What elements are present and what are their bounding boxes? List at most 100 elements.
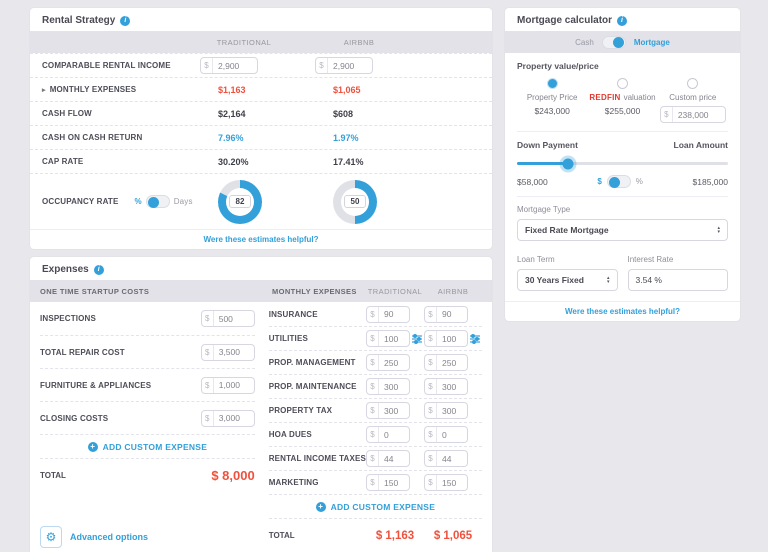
row-label: RENTAL INCOME TAXES (268, 454, 366, 463)
gear-icon: ⚙ (45, 530, 57, 544)
column-header-traditional: TRADITIONAL (216, 37, 272, 47)
dollar-prefix: $ (202, 344, 214, 360)
selected-value: Fixed Rate Mortgage (525, 225, 609, 235)
hoa-dues-airbnb-input[interactable]: $0 (424, 426, 468, 443)
feedback-link[interactable]: Were these estimates helpful? (203, 235, 319, 244)
repair-cost-input[interactable]: $ 3,500 (200, 343, 255, 361)
loan-term-select[interactable]: 30 Years Fixed ▴ ▾ (517, 269, 618, 291)
prop-management-airbnb-input[interactable]: $250 (424, 354, 468, 371)
rental-taxes-traditional-input[interactable]: $44 (366, 450, 410, 467)
interest-rate-label: Interest Rate (627, 255, 674, 264)
days-option-label[interactable]: Days (173, 197, 193, 206)
toggle-knob (147, 196, 159, 208)
marketing-traditional-input[interactable]: $150 (366, 474, 410, 491)
mortgage-type-select[interactable]: Fixed Rate Mortgage ▴ ▾ (517, 219, 728, 241)
hoa-dues-traditional-input[interactable]: $0 (366, 426, 410, 443)
property-price-value: $243,000 (534, 106, 570, 116)
dollar-prefix: $ (367, 451, 379, 466)
property-value-label: Property value/price (517, 61, 599, 71)
advanced-options-label[interactable]: Advanced options (70, 532, 149, 542)
option-label: valuation (623, 93, 656, 102)
cash-option-label[interactable]: Cash (575, 37, 594, 47)
rental-income-traditional-input[interactable]: $ 2,900 (200, 57, 258, 74)
percent-option-label[interactable]: % (635, 177, 643, 186)
feedback-link[interactable]: Were these estimates helpful? (565, 307, 680, 316)
insurance-airbnb-input[interactable]: $90 (424, 305, 468, 323)
monthly-expenses-expander[interactable]: ▸ MONTHLY EXPENSES (42, 85, 200, 94)
insurance-traditional-input[interactable]: $90 (366, 305, 410, 323)
monthly-total-traditional: $ 1,163 (375, 529, 415, 542)
prop-management-traditional-input[interactable]: $250 (366, 354, 410, 371)
row-label: CASH ON CASH RETURN (42, 133, 143, 142)
column-header-traditional: TRADITIONAL (367, 286, 423, 296)
cap-rate-airbnb-value: 17.41% (333, 156, 364, 167)
percent-option-label[interactable]: % (134, 197, 142, 206)
column-header-airbnb: AIRBNB (437, 286, 469, 296)
expand-arrow-icon: ▸ (42, 86, 46, 94)
add-custom-monthly-expense-button[interactable]: + ADD CUSTOM EXPENSE (268, 494, 482, 518)
occupancy-airbnb-input[interactable]: 50 (344, 195, 366, 208)
dollar-prefix: $ (425, 306, 437, 322)
slider-fill (517, 162, 568, 165)
percent-days-toggle[interactable] (145, 195, 170, 208)
dollar-prefix: $ (202, 311, 214, 326)
row-label: HOA DUES (268, 430, 312, 439)
input-value: 3,500 (218, 347, 240, 357)
mortgage-type-section: Mortgage Type Fixed Rate Mortgage ▴ ▾ (505, 197, 740, 249)
cash-mortgage-toggle[interactable] (601, 35, 626, 49)
dollar-percent-toggle[interactable] (606, 175, 631, 188)
info-icon[interactable]: i (617, 15, 628, 26)
utilities-traditional-input[interactable]: $100 (366, 330, 410, 347)
marketing-airbnb-input[interactable]: $150 (424, 474, 468, 491)
occupancy-traditional-input[interactable]: 82 (229, 195, 251, 208)
sliders-icon[interactable] (412, 333, 422, 344)
radio-unselected[interactable] (687, 78, 699, 89)
dollar-prefix: $ (316, 58, 328, 73)
advanced-options-button[interactable]: ⚙ (40, 526, 62, 548)
add-custom-startup-expense-button[interactable]: + ADD CUSTOM EXPENSE (40, 434, 255, 458)
input-value: 100 (442, 333, 457, 344)
rental-taxes-airbnb-input[interactable]: $44 (424, 450, 468, 467)
loan-amount-label: Loan Amount (673, 140, 728, 150)
utilities-airbnb-input[interactable]: $100 (424, 330, 468, 347)
column-header-airbnb: AIRBNB (343, 37, 375, 47)
custom-price-input[interactable]: $ 238,000 (659, 106, 726, 123)
row-label: PROP. MANAGEMENT (268, 358, 356, 367)
mortgage-option-label[interactable]: Mortgage (633, 37, 670, 47)
right-column: Mortgage calculator i Cash Mortgage Prop… (505, 8, 740, 321)
sliders-icon[interactable] (470, 333, 480, 344)
loan-term-interest-row: Loan Term 30 Years Fixed ▴ ▾ Interest Rat… (505, 249, 740, 301)
rental-income-airbnb-input[interactable]: $ 2,900 (315, 57, 373, 74)
dollar-prefix: $ (425, 355, 437, 370)
dollar-prefix: $ (425, 427, 437, 442)
dollar-prefix: $ (202, 410, 214, 426)
cap-rate-traditional-value: 30.20% (218, 156, 249, 167)
prop-maintenance-airbnb-input[interactable]: $300 (424, 378, 468, 395)
add-custom-expense-label: ADD CUSTOM EXPENSE (102, 441, 208, 452)
radio-unselected[interactable] (616, 78, 628, 89)
interest-rate-input[interactable]: 3.54 % (627, 269, 728, 291)
input-value: 500 (218, 313, 233, 324)
table-row-repair-cost: TOTAL REPAIR COST $ 3,500 (40, 335, 255, 368)
slider-knob[interactable] (562, 158, 574, 169)
dollar-option-label[interactable]: $ (597, 177, 602, 186)
startup-costs-section: INSPECTIONS $ 500 TOTAL REPAIR COST $ 3,… (40, 302, 269, 552)
advanced-options-row: ⚙ Advanced options (40, 522, 255, 552)
table-row-hoa-dues: HOA DUES $0 $0 (268, 422, 482, 446)
occupancy-donut-airbnb: 50 (333, 179, 377, 224)
prop-maintenance-traditional-input[interactable]: $300 (366, 378, 410, 395)
custom-price-option: Custom price $ 238,000 (658, 78, 728, 123)
down-payment-slider[interactable] (517, 158, 728, 169)
info-icon[interactable]: i (120, 15, 131, 26)
down-payment-section: Down Payment Loan Amount $58,000 $ % $18… (505, 132, 740, 196)
property-tax-airbnb-input[interactable]: $300 (424, 402, 468, 419)
furniture-input[interactable]: $ 1,000 (200, 376, 255, 394)
property-tax-traditional-input[interactable]: $300 (366, 402, 410, 419)
input-value: 300 (384, 405, 399, 416)
closing-costs-input[interactable]: $ 3,000 (200, 409, 255, 427)
info-icon[interactable]: i (93, 264, 104, 275)
toggle-knob (612, 37, 624, 48)
radio-selected[interactable] (546, 78, 558, 89)
monthly-expenses-airbnb-value: $1,065 (333, 84, 361, 95)
inspections-input[interactable]: $ 500 (200, 310, 255, 327)
